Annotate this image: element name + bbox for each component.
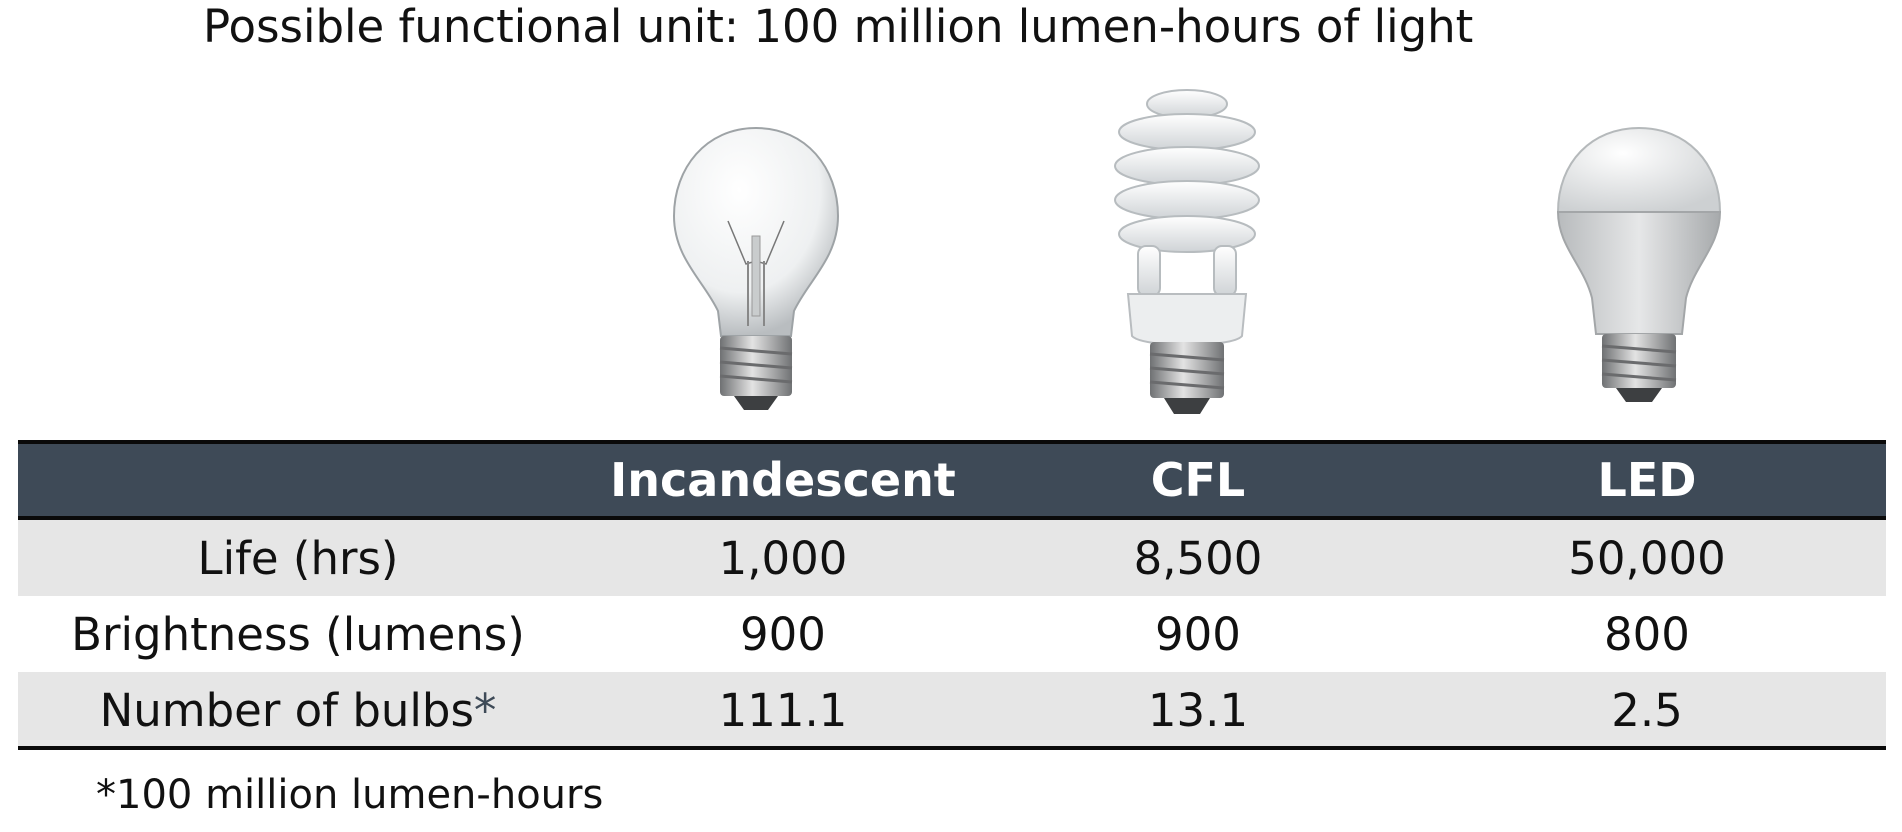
cfl-bulb-icon	[1102, 86, 1272, 426]
table-cell: 50,000	[1568, 531, 1726, 585]
led-bulb-icon	[1554, 86, 1724, 416]
row-label-wrap: Number of bulbs *	[18, 672, 578, 748]
header-cell	[18, 444, 578, 516]
table-cell: 900	[1155, 607, 1241, 661]
table-row-life: Life (hrs) 1,000 8,500 50,000	[18, 520, 1886, 596]
footnote-marker: *	[473, 683, 497, 737]
incandescent-bulb-icon	[666, 86, 846, 416]
table-cell: 2.5	[1611, 683, 1683, 737]
table-header: Incandescent CFL LED	[18, 440, 1886, 520]
footnote: *100 million lumen-hours	[96, 772, 604, 818]
header-cfl: CFL	[1150, 453, 1246, 507]
page-title: Possible functional unit: 100 million lu…	[203, 0, 1474, 53]
table-cell: 111.1	[718, 683, 848, 737]
row-label: Number of bulbs	[99, 683, 474, 737]
header-led: LED	[1597, 453, 1697, 507]
table-cell: 13.1	[1147, 683, 1249, 737]
table-row-bulbs: Number of bulbs * 111.1 13.1 2.5	[18, 672, 1886, 748]
table-bottom-rule	[18, 746, 1886, 750]
table-cell: 8,500	[1133, 531, 1263, 585]
header-incandescent: Incandescent	[610, 453, 956, 507]
table-cell: 900	[740, 607, 826, 661]
table-cell: 800	[1604, 607, 1690, 661]
table-cell: 1,000	[718, 531, 848, 585]
row-label: Brightness (lumens)	[71, 607, 525, 661]
table-row-brightness: Brightness (lumens) 900 900 800	[18, 596, 1886, 672]
row-label: Life (hrs)	[197, 531, 399, 585]
